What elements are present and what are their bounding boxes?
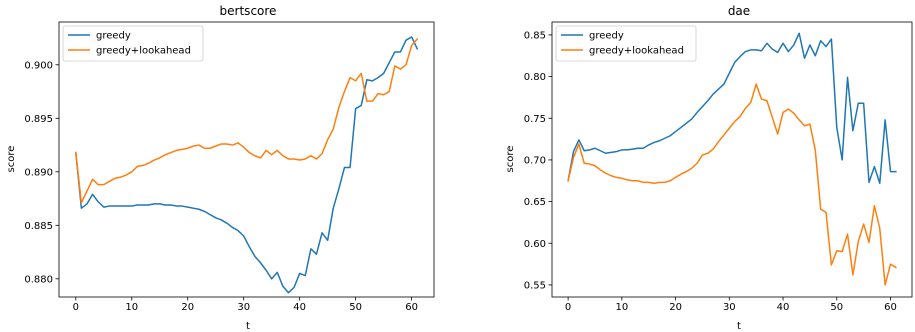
bertscore-y-tick-label: 0.890	[24, 167, 53, 178]
dae-title: dae	[728, 4, 750, 18]
dae-x-tick-label: 40	[777, 302, 790, 313]
bertscore-y-axis-label: score	[6, 146, 17, 173]
bertscore-legend-box	[62, 25, 204, 62]
bertscore-title: bertscore	[220, 4, 277, 18]
bertscore-y-ticks: 0.880 0.885 0.890 0.895 0.900	[24, 60, 59, 285]
dae-legend-box	[555, 25, 697, 62]
dae-x-tick-label: 60	[884, 302, 897, 313]
dae-x-ticks: 0 10 20 30 40 50 60	[565, 297, 897, 313]
bertscore-x-tick-label: 40	[293, 302, 306, 313]
dae-y-tick-label: 0.55	[524, 280, 546, 291]
bertscore-legend: greedy greedy+lookahead	[62, 25, 204, 62]
dae-panel: dae t score 0 10 20 30 40 50 60 0.550.600.650.…	[505, 4, 913, 332]
dae-series-greedy-lookahead-line	[567, 83, 897, 286]
dae-y-tick-label: 0.75	[524, 114, 546, 125]
bertscore-legend-lookahead-label: greedy+lookahead	[96, 46, 191, 57]
bertscore-x-ticks: 0 10 20 30 40 50 60	[73, 297, 418, 313]
bertscore-y-tick-label: 0.885	[24, 221, 53, 232]
bertscore-series-greedy-lookahead-line	[74, 38, 419, 204]
bertscore-axes-frame	[58, 21, 435, 298]
bertscore-x-tick-label: 20	[181, 302, 194, 313]
dae-y-tick-label: 0.85	[524, 30, 546, 41]
dae-lines	[567, 32, 897, 286]
dae-legend-lookahead-label: greedy+lookahead	[589, 46, 684, 57]
dae-x-tick-label: 20	[669, 302, 682, 313]
dae-y-ticks: 0.55 0.60 0.65 0.70 0.75 0.80 0.85	[524, 30, 552, 291]
dae-legend-greedy-label: greedy	[589, 31, 624, 42]
bertscore-y-tick-label: 0.880	[24, 274, 53, 285]
bertscore-x-axis-label: t	[246, 321, 250, 332]
dae-x-axis-label: t	[737, 321, 741, 332]
bertscore-x-tick-label: 10	[125, 302, 138, 313]
bertscore-y-tick-label: 0.900	[24, 60, 53, 71]
bertscore-x-tick-label: 50	[349, 302, 362, 313]
bertscore-legend-greedy-label: greedy	[96, 31, 131, 42]
bertscore-panel: bertscore t score 0 10 20 30 40 50 60 0.8800.8…	[6, 4, 435, 332]
dae-axes-frame	[551, 21, 913, 298]
bertscore-y-tick-label: 0.895	[24, 114, 53, 125]
bertscore-x-tick-label: 0	[73, 302, 79, 313]
bertscore-lines	[74, 36, 419, 294]
bertscore-x-tick-label: 60	[405, 302, 418, 313]
dae-legend: greedy greedy+lookahead	[555, 25, 697, 62]
dae-y-tick-label: 0.80	[524, 72, 546, 83]
bertscore-x-tick-label: 30	[237, 302, 250, 313]
dae-x-tick-label: 10	[615, 302, 628, 313]
dae-y-axis-label: score	[505, 146, 516, 173]
dae-y-tick-label: 0.70	[524, 155, 546, 166]
dae-x-tick-label: 30	[723, 302, 736, 313]
dae-series-greedy-line	[567, 32, 897, 184]
bertscore-series-greedy-line	[74, 36, 419, 294]
dae-y-tick-label: 0.65	[524, 197, 546, 208]
dae-x-tick-label: 50	[830, 302, 843, 313]
dae-x-tick-label: 0	[565, 302, 571, 313]
dae-y-tick-label: 0.60	[524, 239, 546, 250]
